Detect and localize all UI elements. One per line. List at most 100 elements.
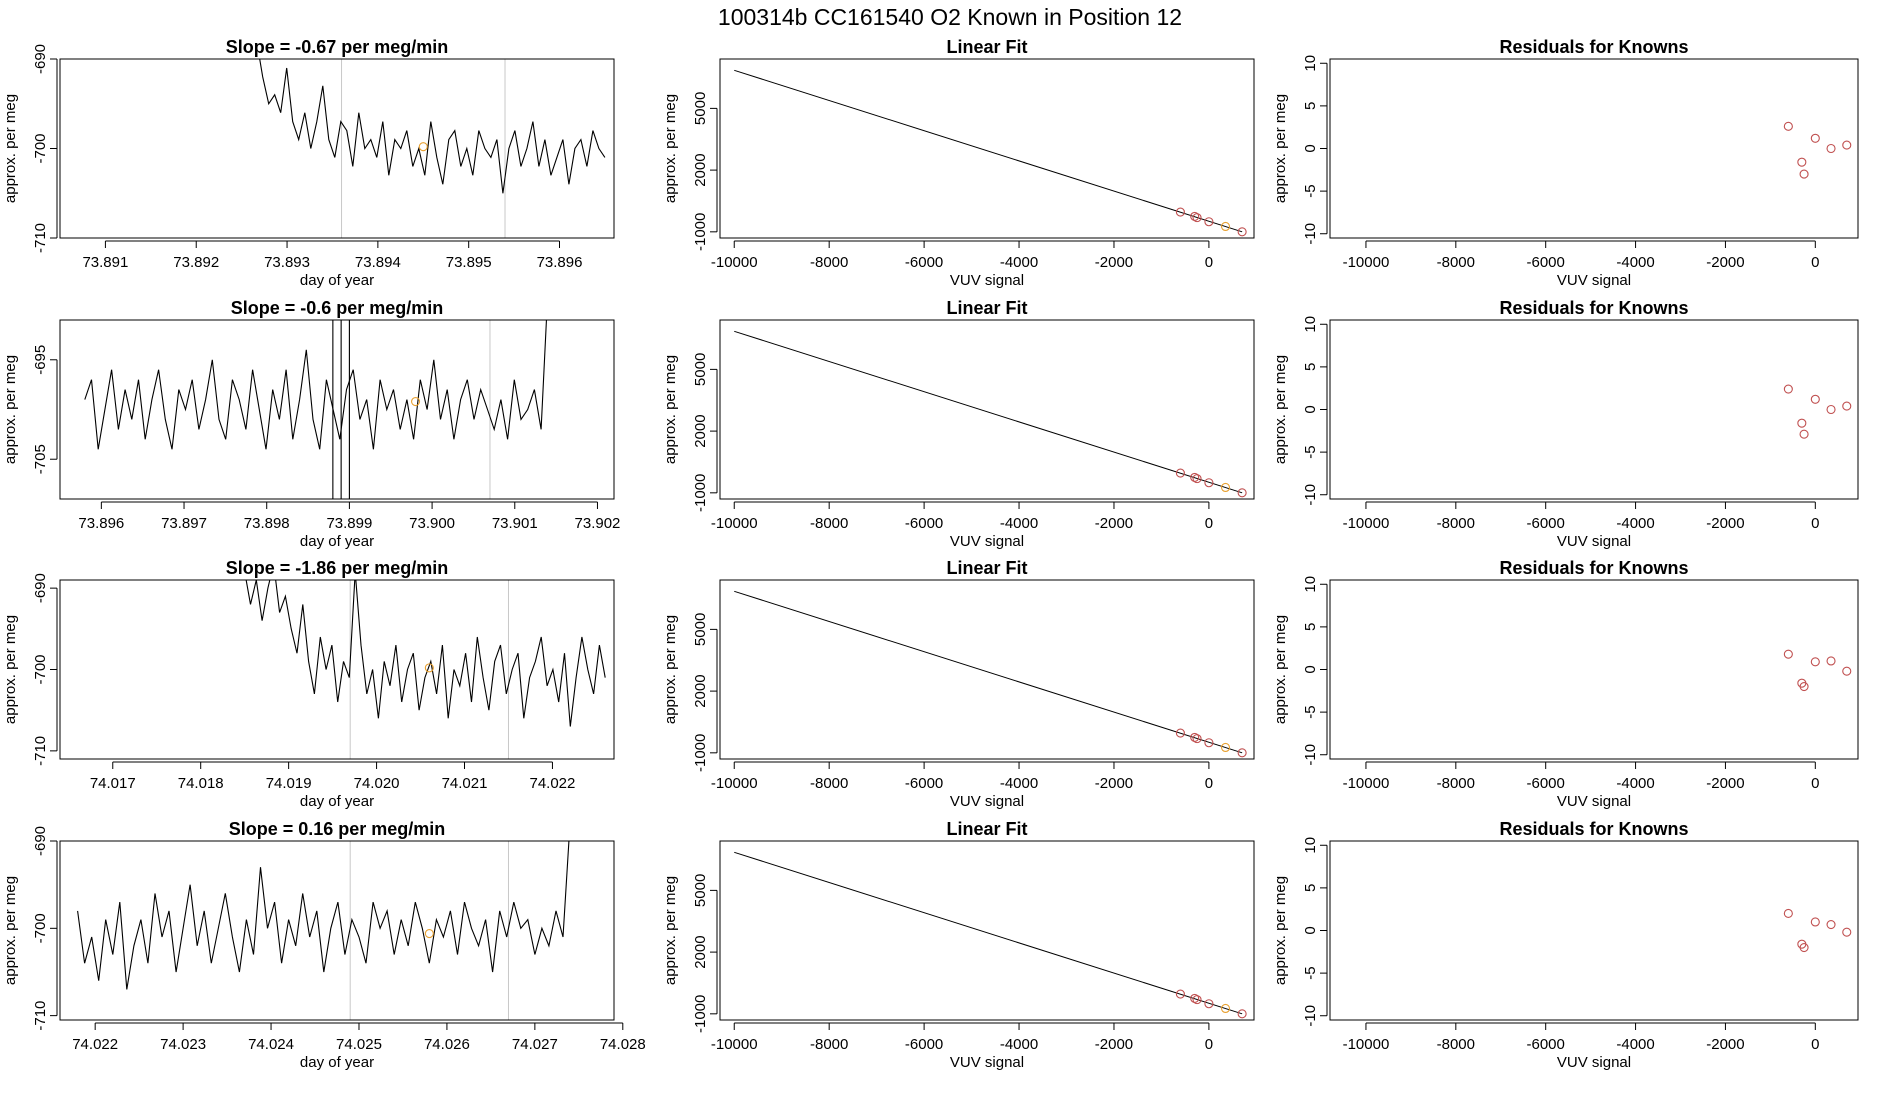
plot-frame <box>59 58 615 239</box>
plot-area <box>734 69 1247 237</box>
panel-fit-3: Linear Fit -10000 -8000 -6000 -4000 -2000 0 VUV… <box>662 558 1255 810</box>
x-tick-label: 73.894 <box>355 254 401 271</box>
x-tick-label: -10000 <box>711 775 758 792</box>
x-axis-label: VUV signal <box>950 272 1024 289</box>
x-tick-label: 73.896 <box>78 515 124 532</box>
data-point <box>1799 942 1809 953</box>
y-tick-label: 2000 <box>692 153 709 186</box>
x-tick-label: 73.893 <box>264 254 310 271</box>
x-axis-label: VUV signal <box>950 533 1024 550</box>
data-point <box>1799 169 1809 179</box>
y-tick-label: 10 <box>1302 837 1319 854</box>
y-tick-label: -1000 <box>692 995 709 1033</box>
panel-timeseries-2: Slope = -0.6 per meg/min 73.896 73.897 73.8… <box>2 298 620 550</box>
x-tick-label: -4000 <box>1000 254 1038 271</box>
data-point <box>1797 418 1807 428</box>
x-tick-label: -10000 <box>1343 775 1390 792</box>
x-axis-label: VUV signal <box>950 1054 1024 1071</box>
plot-area <box>77 841 570 990</box>
x-tick-label: -4000 <box>1000 515 1038 532</box>
x-tick-label: 0 <box>1811 1036 1819 1053</box>
data-point <box>1842 666 1852 676</box>
x-tick-label: 73.895 <box>446 254 492 271</box>
data-point <box>1783 908 1793 919</box>
x-tick-label: 74.017 <box>90 775 136 792</box>
x-tick-label: 74.018 <box>178 775 224 792</box>
panel-fit-1: Linear Fit -10000 -8000 -6000 -4000 -2000 0 VUV… <box>662 37 1255 289</box>
x-tick-label: -2000 <box>1706 254 1744 271</box>
y-tick-label: 5000 <box>692 353 709 386</box>
data-point <box>1192 995 1202 1005</box>
data-point <box>1175 728 1185 738</box>
y-tick-label: -690 <box>32 573 49 603</box>
x-tick-label: -6000 <box>905 775 943 792</box>
x-tick-label: 0 <box>1205 515 1213 532</box>
x-tick-label: 74.019 <box>266 775 312 792</box>
x-tick-label: 0 <box>1811 515 1819 532</box>
data-point <box>1192 734 1202 744</box>
x-tick-label: -8000 <box>810 1036 848 1053</box>
plot-frame <box>59 319 615 500</box>
y-tick-label: -5 <box>1302 705 1319 718</box>
data-point <box>1842 401 1852 411</box>
data-point <box>1797 157 1807 167</box>
y-tick-label: -1000 <box>692 213 709 251</box>
x-tick-label: -8000 <box>1437 1036 1475 1053</box>
y-tick-label: -710 <box>32 736 49 766</box>
panel-title: Slope = -0.6 per meg/min <box>231 298 444 318</box>
highlight-point <box>424 929 434 939</box>
panel-title: Slope = 0.16 per meg/min <box>229 819 446 839</box>
x-tick-label: -4000 <box>1616 515 1654 532</box>
y-tick-label: -700 <box>32 913 49 943</box>
x-tick-label: -2000 <box>1706 775 1744 792</box>
x-tick-label: 74.020 <box>354 775 400 792</box>
y-tick-label: -10 <box>1302 223 1319 245</box>
series-line <box>250 59 606 194</box>
y-tick-label: -5 <box>1302 184 1319 197</box>
x-tick-label: 74.027 <box>512 1036 558 1053</box>
series-line <box>84 320 547 450</box>
x-tick-label: -6000 <box>905 515 943 532</box>
y-tick-label: -710 <box>32 223 49 253</box>
x-tick-label: 74.022 <box>72 1036 118 1053</box>
panel-timeseries-3: Slope = -1.86 per meg/min 74.017 74.018 74.… <box>2 558 615 810</box>
plot-frame <box>719 319 1255 500</box>
y-tick-label: 0 <box>1302 144 1319 152</box>
panel-title: Slope = -0.67 per meg/min <box>226 37 449 57</box>
x-tick-label: 74.026 <box>424 1036 470 1053</box>
plot-frame <box>719 58 1255 239</box>
data-point <box>1237 488 1247 498</box>
data-point <box>1826 143 1836 154</box>
x-tick-label: -10000 <box>1343 254 1390 271</box>
y-tick-label: -5 <box>1302 445 1319 458</box>
x-tick-label: 73.901 <box>492 515 538 532</box>
highlight-point <box>1220 742 1231 753</box>
x-tick-label: 0 <box>1205 254 1213 271</box>
x-tick-label: -2000 <box>1095 515 1133 532</box>
panel-residuals-3: Residuals for Knowns -10000 -8000 -6000 -400… <box>1272 558 1859 810</box>
x-tick-label: 74.028 <box>600 1036 646 1053</box>
x-tick-label: 74.022 <box>529 775 575 792</box>
x-tick-label: -6000 <box>905 1036 943 1053</box>
panel-timeseries-4: Slope = 0.16 per meg/min 74.022 74.023 74.0… <box>2 819 646 1071</box>
y-tick-label: 2000 <box>692 674 709 707</box>
panel-title: Residuals for Knowns <box>1499 298 1688 318</box>
data-point <box>1175 207 1185 217</box>
data-point <box>1237 1009 1247 1019</box>
y-tick-label: 5000 <box>692 874 709 907</box>
x-tick-label: -8000 <box>1437 775 1475 792</box>
x-tick-label: -10000 <box>711 515 758 532</box>
data-point <box>1204 478 1214 488</box>
x-tick-label: -10000 <box>711 254 758 271</box>
panel-residuals-2: Residuals for Knowns -10000 -8000 -6000 -400… <box>1272 298 1859 550</box>
highlight-point <box>411 396 421 407</box>
fit-line <box>734 590 1243 754</box>
y-tick-label: 10 <box>1302 316 1319 333</box>
data-point <box>1799 429 1809 439</box>
data-point <box>1842 140 1852 150</box>
x-tick-label: 73.899 <box>326 515 372 532</box>
plot-area <box>250 59 606 194</box>
y-axis-label: approx. per meg <box>1272 94 1289 203</box>
x-tick-label: 74.023 <box>160 1036 206 1053</box>
